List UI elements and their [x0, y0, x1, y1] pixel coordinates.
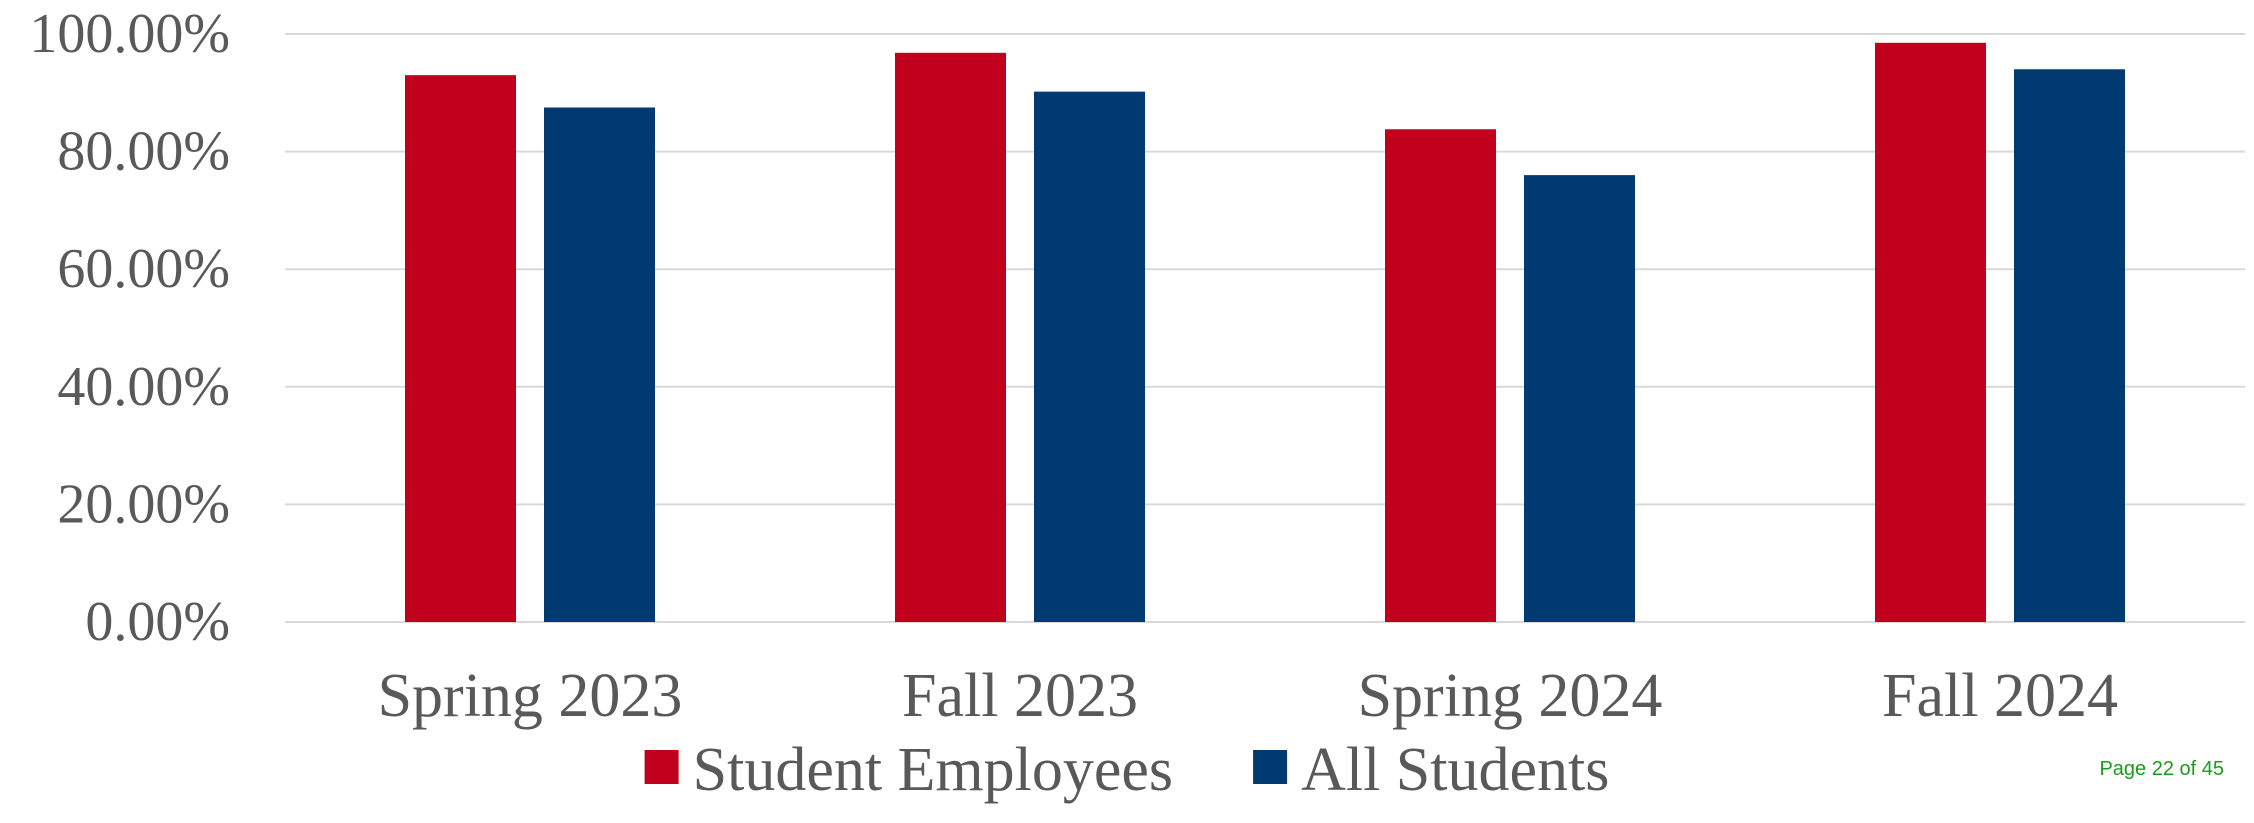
- y-tick-label: 100.00%: [29, 3, 230, 65]
- x-category-label: Spring 2023: [378, 662, 683, 730]
- y-tick-label: 0.00%: [85, 591, 230, 653]
- legend-swatch: [1253, 750, 1288, 784]
- bar-all-students: [1524, 175, 1635, 622]
- legend-swatch: [644, 750, 679, 784]
- x-category-label: Fall 2024: [1882, 662, 2118, 730]
- legend-item: Student Employees: [644, 736, 1173, 804]
- legend-item: All Students: [1253, 736, 1609, 804]
- bar-student-employees: [1385, 129, 1496, 623]
- bar-student-employees: [895, 52, 1006, 623]
- bar-student-employees: [1875, 42, 1986, 622]
- bars: [405, 42, 2125, 623]
- y-tick-label: 40.00%: [57, 356, 230, 418]
- bar-all-students: [1034, 91, 1145, 622]
- y-tick-label: 80.00%: [57, 121, 230, 183]
- page-number: Page 22 of 45: [2099, 758, 2224, 780]
- bar-student-employees: [405, 75, 516, 622]
- y-tick-label: 60.00%: [57, 238, 230, 300]
- y-axis-tick-labels: 0.00% 20.00% 40.00% 60.00% 80.00% 100.00%: [29, 3, 230, 653]
- legend-label: All Students: [1301, 736, 1609, 804]
- y-tick-label: 20.00%: [57, 473, 230, 535]
- bar-all-students: [2014, 69, 2125, 622]
- x-category-label: Spring 2024: [1358, 662, 1663, 730]
- bar-all-students: [544, 107, 655, 622]
- legend-label: Student Employees: [693, 736, 1173, 804]
- x-axis-category-labels: Spring 2023 Fall 2023 Spring 2024 Fall 2024: [378, 662, 2118, 730]
- x-category-label: Fall 2023: [902, 662, 1138, 730]
- legend: Student Employees All Students: [644, 736, 1609, 804]
